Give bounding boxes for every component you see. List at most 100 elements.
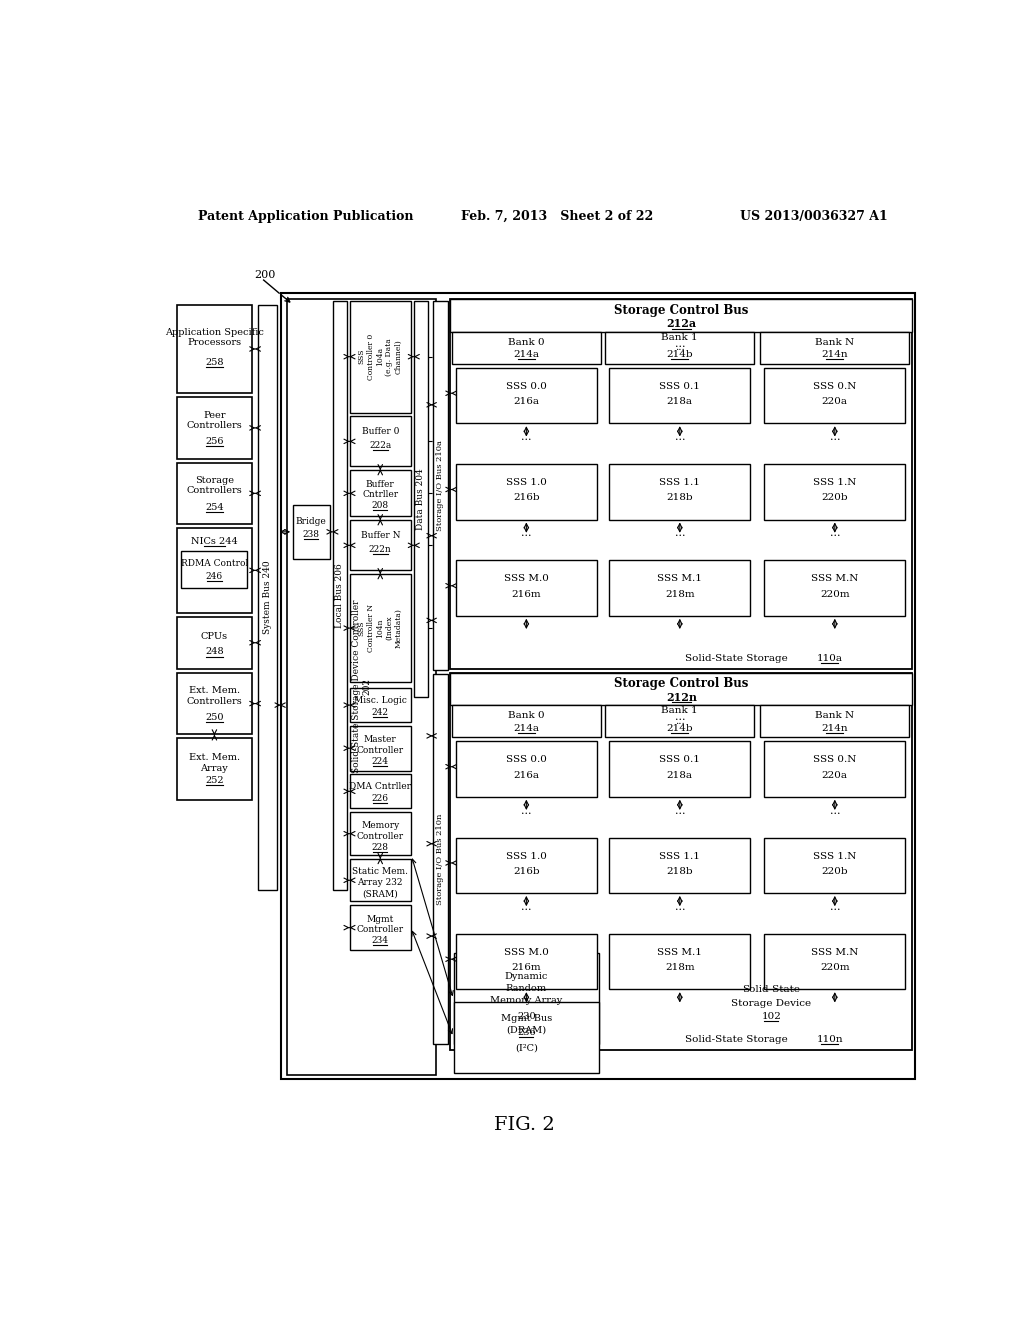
Bar [349, 416, 411, 466]
Text: ...: ... [521, 805, 531, 816]
Text: 218b: 218b [667, 867, 693, 876]
Bar [177, 462, 252, 524]
Text: 200: 200 [254, 271, 275, 280]
Text: 110n: 110n [816, 1035, 843, 1044]
Bar [177, 673, 252, 734]
Text: 222a: 222a [369, 441, 391, 450]
Bar [349, 726, 411, 771]
Text: 218m: 218m [665, 590, 694, 599]
Bar [349, 301, 411, 412]
Bar [451, 673, 912, 705]
Text: 252: 252 [205, 776, 223, 785]
Text: Bridge: Bridge [296, 517, 327, 527]
Text: ...: ... [675, 902, 685, 912]
Text: 212a: 212a [667, 318, 696, 330]
Bar [609, 368, 751, 424]
Text: Master: Master [364, 735, 396, 744]
Text: 214n: 214n [821, 350, 848, 359]
Text: ...: ... [829, 902, 840, 912]
Text: Bank 0: Bank 0 [508, 711, 545, 721]
Bar [454, 1002, 599, 1073]
Bar [452, 331, 601, 364]
Bar [764, 465, 905, 520]
Text: US 2013/0036327 A1: US 2013/0036327 A1 [739, 210, 888, 223]
Text: 248: 248 [205, 648, 223, 656]
Text: 250: 250 [205, 713, 223, 722]
Text: 234: 234 [372, 936, 389, 945]
Bar [349, 775, 411, 808]
Text: Bank N: Bank N [815, 338, 854, 347]
Text: Storage Device: Storage Device [731, 999, 811, 1007]
Text: (I²C): (I²C) [515, 1043, 538, 1052]
Bar [293, 506, 330, 558]
Bar [177, 738, 252, 800]
Text: Ext. Mem.
Controllers: Ext. Mem. Controllers [186, 686, 243, 706]
Text: Storage I/O Bus 210a: Storage I/O Bus 210a [436, 440, 444, 531]
Bar [764, 838, 905, 892]
Bar [451, 673, 912, 1051]
Text: ...: ... [829, 432, 840, 442]
Text: Random: Random [506, 983, 547, 993]
Text: DMA Cntrller: DMA Cntrller [349, 783, 412, 791]
Text: Buffer N: Buffer N [360, 531, 400, 540]
Text: 220m: 220m [820, 964, 850, 972]
Text: SSS 0.0: SSS 0.0 [506, 755, 547, 764]
Text: Mgmt Bus: Mgmt Bus [501, 1014, 552, 1023]
Text: 226: 226 [372, 793, 389, 803]
Text: ...: ... [675, 339, 685, 348]
Text: 256: 256 [205, 437, 223, 446]
Text: 218m: 218m [665, 964, 694, 972]
Bar [333, 301, 346, 890]
Text: SSS 1.N: SSS 1.N [813, 851, 856, 861]
Text: 214b: 214b [667, 350, 693, 359]
Text: 218b: 218b [667, 494, 693, 503]
Bar [349, 470, 411, 516]
Text: SSS
Controller N
104n
(Index
Metadata): SSS Controller N 104n (Index Metadata) [357, 605, 402, 652]
Bar [456, 465, 597, 520]
Bar [177, 305, 252, 393]
Text: 254: 254 [205, 503, 223, 512]
Text: Memory: Memory [361, 821, 399, 830]
Bar [456, 560, 597, 615]
Text: Local Bus 206: Local Bus 206 [335, 564, 344, 628]
Text: ...: ... [675, 713, 685, 722]
Text: CPUs: CPUs [201, 632, 228, 642]
Bar [451, 300, 912, 669]
Bar [349, 688, 411, 722]
Text: Bank 1
...: Bank 1 ... [662, 333, 698, 352]
Text: 216m: 216m [512, 590, 541, 599]
Bar [281, 293, 914, 1078]
Bar [605, 331, 755, 364]
Text: SSS 0.N: SSS 0.N [813, 755, 856, 764]
Text: ...: ... [521, 902, 531, 912]
Text: SSS 1.0: SSS 1.0 [506, 478, 547, 487]
Bar [456, 838, 597, 892]
Text: 242: 242 [372, 708, 389, 717]
Text: FIG. 2: FIG. 2 [495, 1115, 555, 1134]
Bar [181, 552, 248, 589]
Text: Solid-State Storage Device Controller
202: Solid-State Storage Device Controller 20… [351, 599, 371, 774]
Bar [764, 933, 905, 989]
Text: 216m: 216m [512, 964, 541, 972]
Text: Storage Control Bus: Storage Control Bus [614, 677, 749, 690]
Text: 238: 238 [303, 529, 319, 539]
Text: Bank 0: Bank 0 [508, 338, 545, 347]
Text: Application Specific
Processors: Application Specific Processors [165, 327, 264, 347]
Bar [287, 298, 435, 1074]
Text: 220m: 220m [820, 590, 850, 599]
Text: 218a: 218a [667, 771, 693, 780]
Text: 214a: 214a [513, 723, 540, 733]
Text: Solid-State: Solid-State [742, 986, 800, 994]
Bar [432, 301, 449, 671]
Text: 102: 102 [761, 1011, 781, 1020]
Text: Memory Array: Memory Array [490, 997, 562, 1006]
Text: SSS 1.N: SSS 1.N [813, 478, 856, 487]
Text: 214b: 214b [667, 723, 693, 733]
Text: SSS 0.N: SSS 0.N [813, 381, 856, 391]
Text: 222n: 222n [369, 545, 391, 554]
Text: NICs 244: NICs 244 [191, 537, 238, 546]
Text: Buffer 0: Buffer 0 [361, 428, 399, 436]
Text: SSS M.1: SSS M.1 [657, 574, 702, 583]
Bar [177, 528, 252, 612]
Text: 214a: 214a [513, 350, 540, 359]
